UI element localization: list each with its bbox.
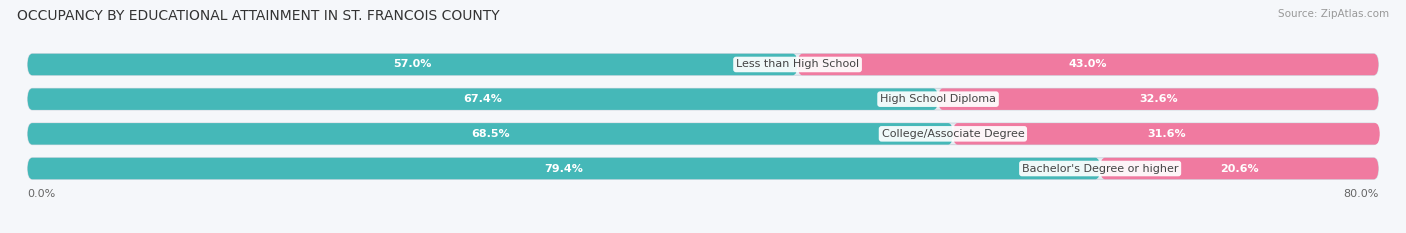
Text: 68.5%: 68.5% [471,129,509,139]
Text: 43.0%: 43.0% [1069,59,1108,69]
FancyBboxPatch shape [953,123,1379,145]
FancyBboxPatch shape [28,88,1378,110]
Text: 67.4%: 67.4% [464,94,502,104]
Text: 32.6%: 32.6% [1139,94,1178,104]
FancyBboxPatch shape [28,88,938,110]
Text: 79.4%: 79.4% [544,164,583,174]
Text: Less than High School: Less than High School [735,59,859,69]
FancyBboxPatch shape [28,54,797,75]
Text: College/Associate Degree: College/Associate Degree [882,129,1025,139]
FancyBboxPatch shape [28,123,953,145]
FancyBboxPatch shape [28,158,1378,179]
FancyBboxPatch shape [797,54,1378,75]
Text: 20.6%: 20.6% [1220,164,1258,174]
Text: 57.0%: 57.0% [394,59,432,69]
Text: 80.0%: 80.0% [1343,189,1378,199]
Text: 31.6%: 31.6% [1147,129,1185,139]
Text: High School Diploma: High School Diploma [880,94,995,104]
FancyBboxPatch shape [28,123,1378,145]
FancyBboxPatch shape [28,54,1378,75]
Text: 0.0%: 0.0% [28,189,56,199]
FancyBboxPatch shape [938,88,1378,110]
Text: OCCUPANCY BY EDUCATIONAL ATTAINMENT IN ST. FRANCOIS COUNTY: OCCUPANCY BY EDUCATIONAL ATTAINMENT IN S… [17,9,499,23]
Text: Bachelor's Degree or higher: Bachelor's Degree or higher [1022,164,1178,174]
FancyBboxPatch shape [1099,158,1378,179]
Text: Source: ZipAtlas.com: Source: ZipAtlas.com [1278,9,1389,19]
FancyBboxPatch shape [28,158,1099,179]
